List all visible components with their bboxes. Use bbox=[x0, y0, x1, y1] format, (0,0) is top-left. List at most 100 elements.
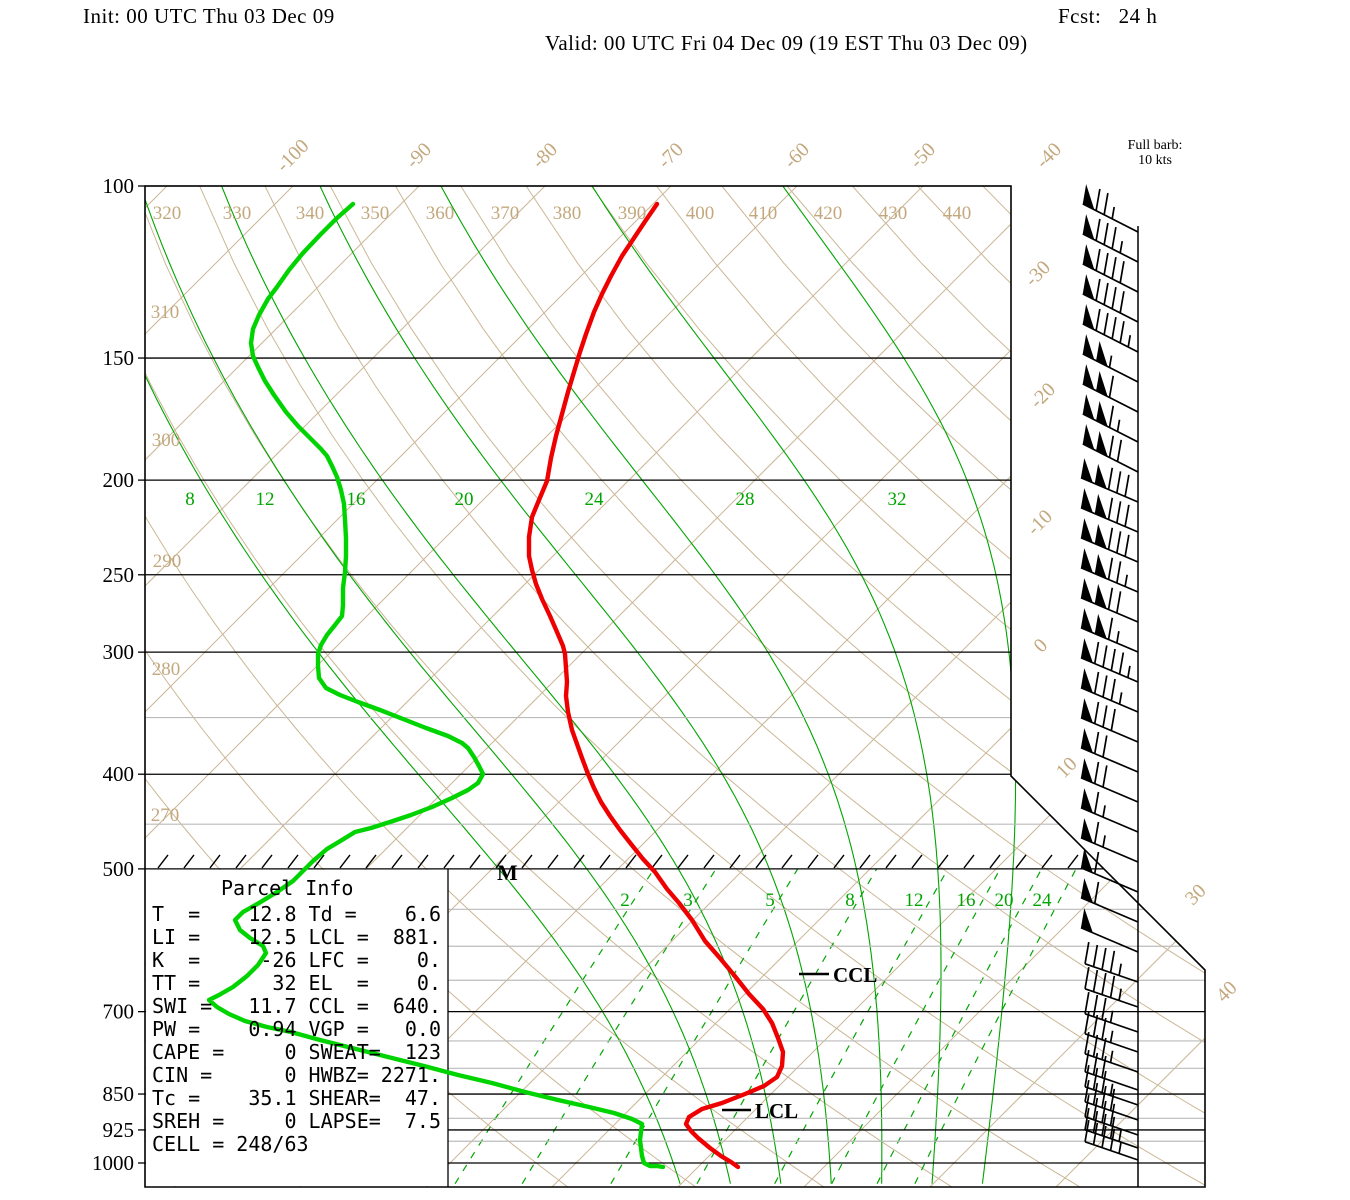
dry-adiabat-label: 280 bbox=[152, 659, 181, 680]
mixing-ratio-labels: 2 3 5 8 12 16 20 24 bbox=[620, 890, 1052, 911]
wind-barb bbox=[1082, 334, 1139, 383]
dry-adiabat-label: 380 bbox=[553, 203, 582, 224]
moist-adiabat-lines bbox=[145, 186, 1017, 1184]
lcl-marker: LCL bbox=[755, 1099, 798, 1123]
dry-adiabat-label: 420 bbox=[814, 203, 843, 224]
ccl-marker: CCL bbox=[833, 963, 877, 987]
wind-barb bbox=[1080, 908, 1139, 953]
pressure-tick-label: 200 bbox=[103, 468, 135, 492]
isotherm-label-right: -30 bbox=[1021, 257, 1055, 291]
wind-barb bbox=[1080, 818, 1139, 863]
wind-barb bbox=[1082, 214, 1139, 263]
mixing-ratio-label: 20 bbox=[995, 890, 1014, 911]
wind-barb bbox=[1080, 728, 1139, 773]
wind-barb bbox=[1084, 1119, 1139, 1161]
isotherm-label-top: -70 bbox=[654, 139, 688, 173]
wind-barb bbox=[1084, 1094, 1139, 1136]
dry-adiabat-label: 400 bbox=[686, 203, 715, 224]
wind-barb bbox=[1084, 991, 1139, 1033]
sounding-curves bbox=[206, 201, 786, 1170]
moist-adiabat-label: 32 bbox=[888, 489, 907, 510]
isotherm-label-top: -50 bbox=[906, 139, 940, 173]
wind-barb-column bbox=[1080, 184, 1139, 1187]
pressure-tick-label: 925 bbox=[103, 1118, 135, 1142]
mixing-ratio-label: 8 bbox=[845, 890, 855, 911]
forecast-hour-label: Fcst: 24 h bbox=[1058, 4, 1158, 28]
plot-frame bbox=[144, 185, 1206, 1188]
dry-adiabat-label: 340 bbox=[296, 203, 325, 224]
pressure-tick-label: 850 bbox=[103, 1082, 135, 1106]
wind-barb bbox=[1080, 848, 1139, 893]
dry-adiabat-label: 360 bbox=[426, 203, 455, 224]
moist-adiabat-label: 8 bbox=[185, 489, 195, 510]
dry-adiabat-label: 270 bbox=[151, 805, 180, 826]
wind-barb bbox=[1080, 548, 1139, 593]
wind-barb bbox=[1080, 638, 1139, 683]
dry-adiabat-label: 320 bbox=[153, 203, 182, 224]
isotherm-label-right: -10 bbox=[1023, 506, 1057, 540]
wind-barb bbox=[1084, 1049, 1139, 1091]
moist-adiabat-label: 16 bbox=[347, 489, 366, 510]
pressure-tick-label: 150 bbox=[103, 346, 135, 370]
temperature-curve bbox=[526, 201, 786, 1170]
isotherm-label-right: 0 bbox=[1029, 634, 1052, 657]
wind-barb bbox=[1084, 941, 1139, 983]
wind-barb bbox=[1082, 394, 1139, 443]
pressure-tick-label: 400 bbox=[103, 762, 135, 786]
wind-barb bbox=[1084, 1079, 1139, 1121]
wind-barb bbox=[1082, 274, 1139, 323]
isotherm-label-right: 10 bbox=[1052, 753, 1082, 783]
pressure-tick-label: 300 bbox=[103, 640, 135, 664]
wind-barb bbox=[1082, 304, 1139, 353]
valid-time-label: Valid: 00 UTC Fri 04 Dec 09 (19 EST Thu … bbox=[545, 31, 1028, 55]
wind-barb bbox=[1082, 244, 1139, 293]
pressure-tick-label: 250 bbox=[103, 563, 135, 587]
freezing-hatch-marks bbox=[157, 854, 1079, 869]
wind-barb bbox=[1080, 608, 1139, 653]
init-time-label: Init: 00 UTC Thu 03 Dec 09 bbox=[83, 4, 335, 28]
wind-barb-legend-line1: Full barb: bbox=[1127, 138, 1183, 153]
dry-adiabat-label: 330 bbox=[223, 203, 252, 224]
dry-adiabat-label: 410 bbox=[749, 203, 778, 224]
dry-adiabat-label: 310 bbox=[151, 302, 180, 323]
wind-barb bbox=[1084, 1011, 1139, 1053]
dry-adiabat-label: 390 bbox=[618, 203, 647, 224]
wind-barb bbox=[1084, 1064, 1139, 1106]
moist-adiabat-label: 12 bbox=[256, 489, 275, 510]
wind-barb bbox=[1080, 878, 1139, 923]
wind-barb bbox=[1080, 488, 1139, 533]
mixing-ratio-lines bbox=[454, 868, 1077, 1185]
wind-barb bbox=[1080, 788, 1139, 833]
isotherm-label-right: 40 bbox=[1212, 977, 1242, 1007]
isotherm-label-top: -40 bbox=[1032, 139, 1066, 173]
wind-barb bbox=[1082, 184, 1139, 233]
mixing-ratio-label: 12 bbox=[905, 890, 924, 911]
wind-barb bbox=[1080, 458, 1139, 503]
isotherm-label-right: 30 bbox=[1181, 880, 1211, 910]
level-markers: M CCL LCL bbox=[497, 860, 877, 1123]
wind-barb bbox=[1080, 698, 1139, 743]
parcel-info-table: T = 12.8 Td = 6.6 LI = 12.5 LCL = 881. K… bbox=[152, 902, 441, 1156]
pressure-tick-label: 1000 bbox=[92, 1151, 134, 1175]
m-marker: M bbox=[497, 860, 518, 885]
moist-adiabat-label: 24 bbox=[585, 489, 605, 510]
mixing-ratio-label: 24 bbox=[1033, 890, 1053, 911]
isotherm-label-top: -60 bbox=[780, 139, 814, 173]
mixing-ratio-label: 5 bbox=[765, 890, 775, 911]
wind-barb bbox=[1082, 424, 1139, 473]
wind-barb-legend-line2: 10 kts bbox=[1138, 153, 1172, 168]
isotherm-label-right: -20 bbox=[1026, 379, 1060, 413]
pressure-tick-label: 500 bbox=[103, 857, 135, 881]
dry-adiabat-label: 350 bbox=[361, 203, 390, 224]
parcel-info-box bbox=[146, 868, 449, 1187]
isotherm-label-top: -80 bbox=[528, 139, 562, 173]
wind-barb bbox=[1084, 1031, 1139, 1073]
dry-adiabat-label: 440 bbox=[943, 203, 972, 224]
mixing-ratio-label: 2 bbox=[620, 890, 630, 911]
pressure-tick-label: 700 bbox=[103, 1000, 135, 1024]
wind-barb bbox=[1082, 364, 1139, 413]
wind-barb bbox=[1084, 966, 1139, 1008]
dry-adiabat-label: 300 bbox=[152, 430, 181, 451]
